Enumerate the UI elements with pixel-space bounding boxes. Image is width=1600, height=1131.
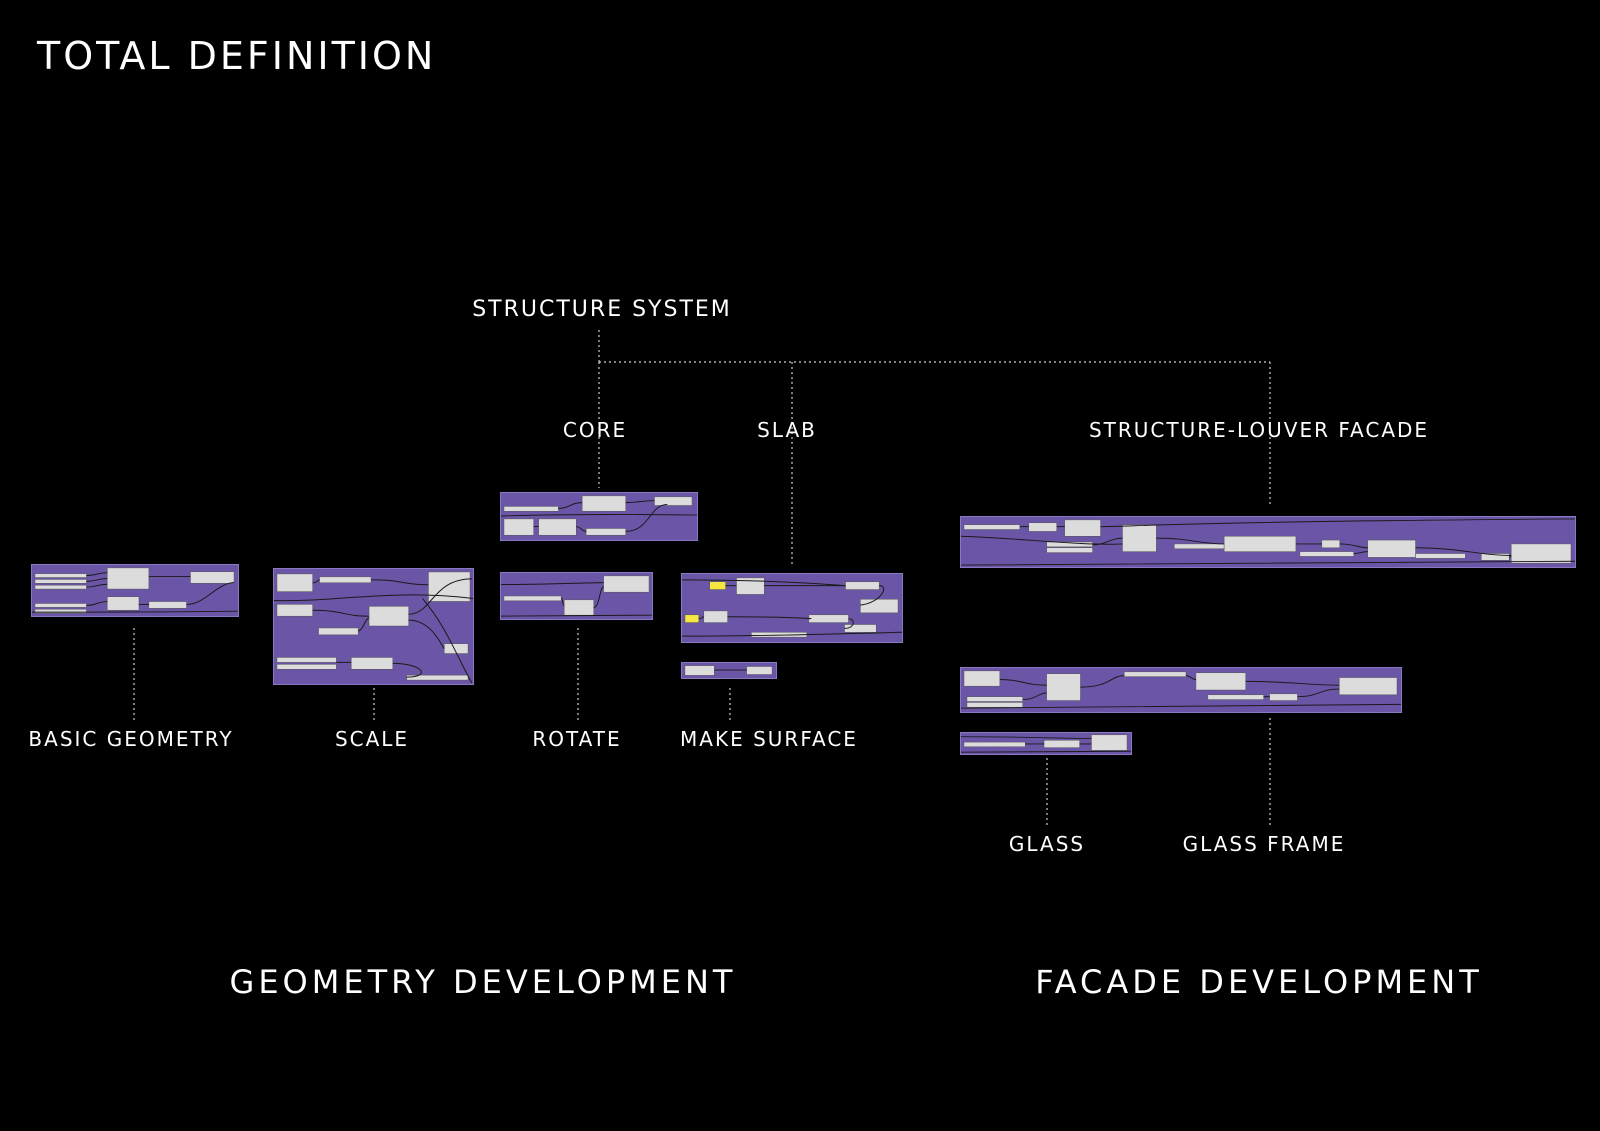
rotate-definition-panel [500,572,653,620]
glass-frame-label: GLASS FRAME [1182,832,1346,856]
louver-facade-definition-panel [960,516,1576,568]
slab-label: SLAB [757,418,817,442]
scale-definition-panel [273,568,474,685]
basic-geometry-label: BASIC GEOMETRY [28,727,234,751]
rotate-label: ROTATE [532,727,622,751]
page-title: TOTAL DEFINITION [37,34,437,78]
make-surface-label: MAKE SURFACE [680,727,858,751]
glass-definition-panel [960,732,1132,755]
facade-development-heading: FACADE DEVELOPMENT [1035,963,1483,1001]
core-label: CORE [562,418,628,442]
glass-label: GLASS [1008,832,1086,856]
geometry-development-heading: GEOMETRY DEVELOPMENT [229,963,737,1001]
make-surface-definition-panel [681,662,777,679]
structure-louver-facade-label: STRUCTURE-LOUVER FACADE [1088,418,1430,442]
glass-frame-definition-panel [960,667,1402,713]
scale-label: SCALE [334,727,410,751]
slab-definition-panel [681,573,903,643]
core-definition-panel [500,492,698,541]
structure-system-label: STRUCTURE SYSTEM [472,297,732,322]
basic-geometry-definition-panel [31,564,239,617]
